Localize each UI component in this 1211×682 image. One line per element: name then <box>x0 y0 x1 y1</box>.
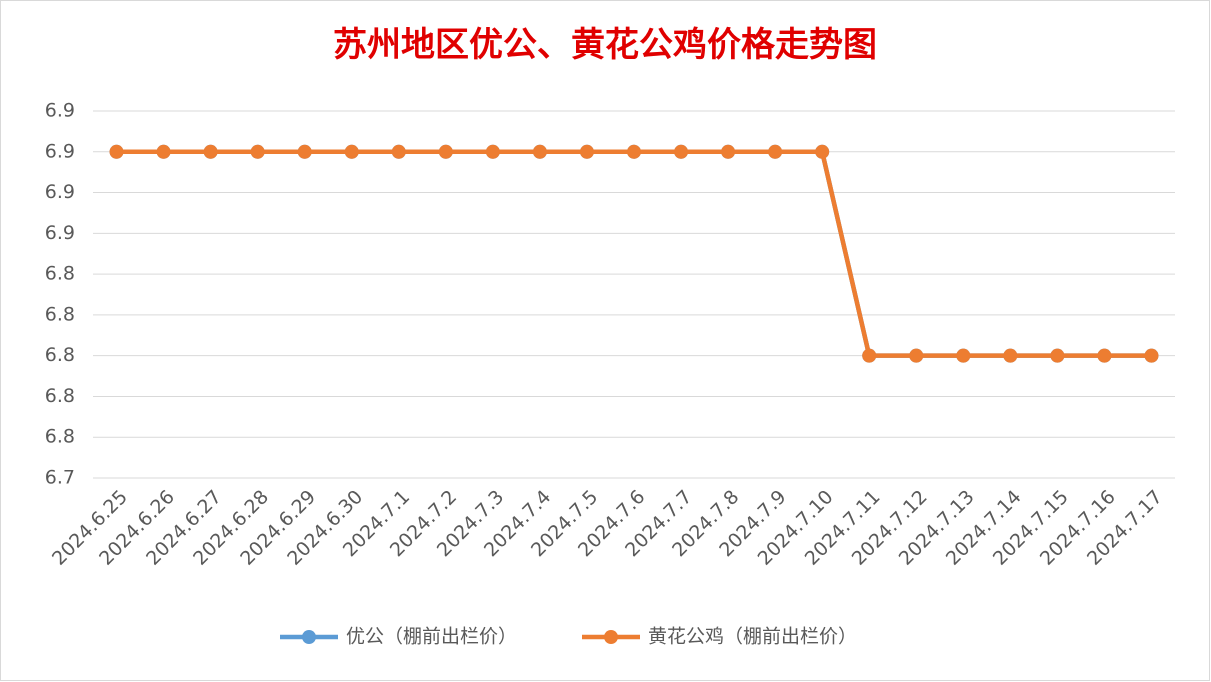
y-tick-label: 6.8 <box>45 426 75 448</box>
y-tick-label: 6.9 <box>45 181 75 203</box>
point <box>532 144 547 159</box>
point <box>156 144 171 159</box>
legend-marker <box>302 630 316 644</box>
y-tick-label: 6.8 <box>45 263 75 285</box>
point <box>627 144 641 159</box>
legend-label: 黄花公鸡（棚前出栏价） <box>648 626 857 648</box>
chart-title: 苏州地区优公、黄花公鸡价格走势图 <box>333 25 877 65</box>
point <box>1003 348 1018 363</box>
point <box>956 348 971 363</box>
y-tick-label: 6.7 <box>45 467 75 489</box>
point <box>768 144 783 159</box>
point <box>438 144 453 159</box>
point <box>250 144 265 159</box>
point <box>909 348 924 363</box>
point <box>579 144 594 159</box>
point <box>815 144 830 159</box>
point <box>1144 348 1159 363</box>
legend-marker <box>604 630 618 644</box>
point <box>721 144 736 159</box>
point <box>1097 348 1112 363</box>
y-tick-label: 6.9 <box>45 100 75 122</box>
point <box>485 144 500 159</box>
point <box>862 348 877 363</box>
point <box>391 144 406 159</box>
point <box>674 144 689 159</box>
point <box>297 144 312 159</box>
y-tick-label: 6.9 <box>45 222 75 244</box>
y-tick-label: 6.8 <box>45 385 75 407</box>
legend-label: 优公（棚前出栏价） <box>346 626 517 648</box>
point <box>109 144 124 159</box>
y-tick-label: 6.8 <box>45 303 75 325</box>
y-tick-label: 6.8 <box>45 344 75 366</box>
point <box>203 144 218 159</box>
point <box>1050 348 1065 363</box>
point <box>344 144 359 159</box>
y-tick-label: 6.9 <box>45 140 75 162</box>
